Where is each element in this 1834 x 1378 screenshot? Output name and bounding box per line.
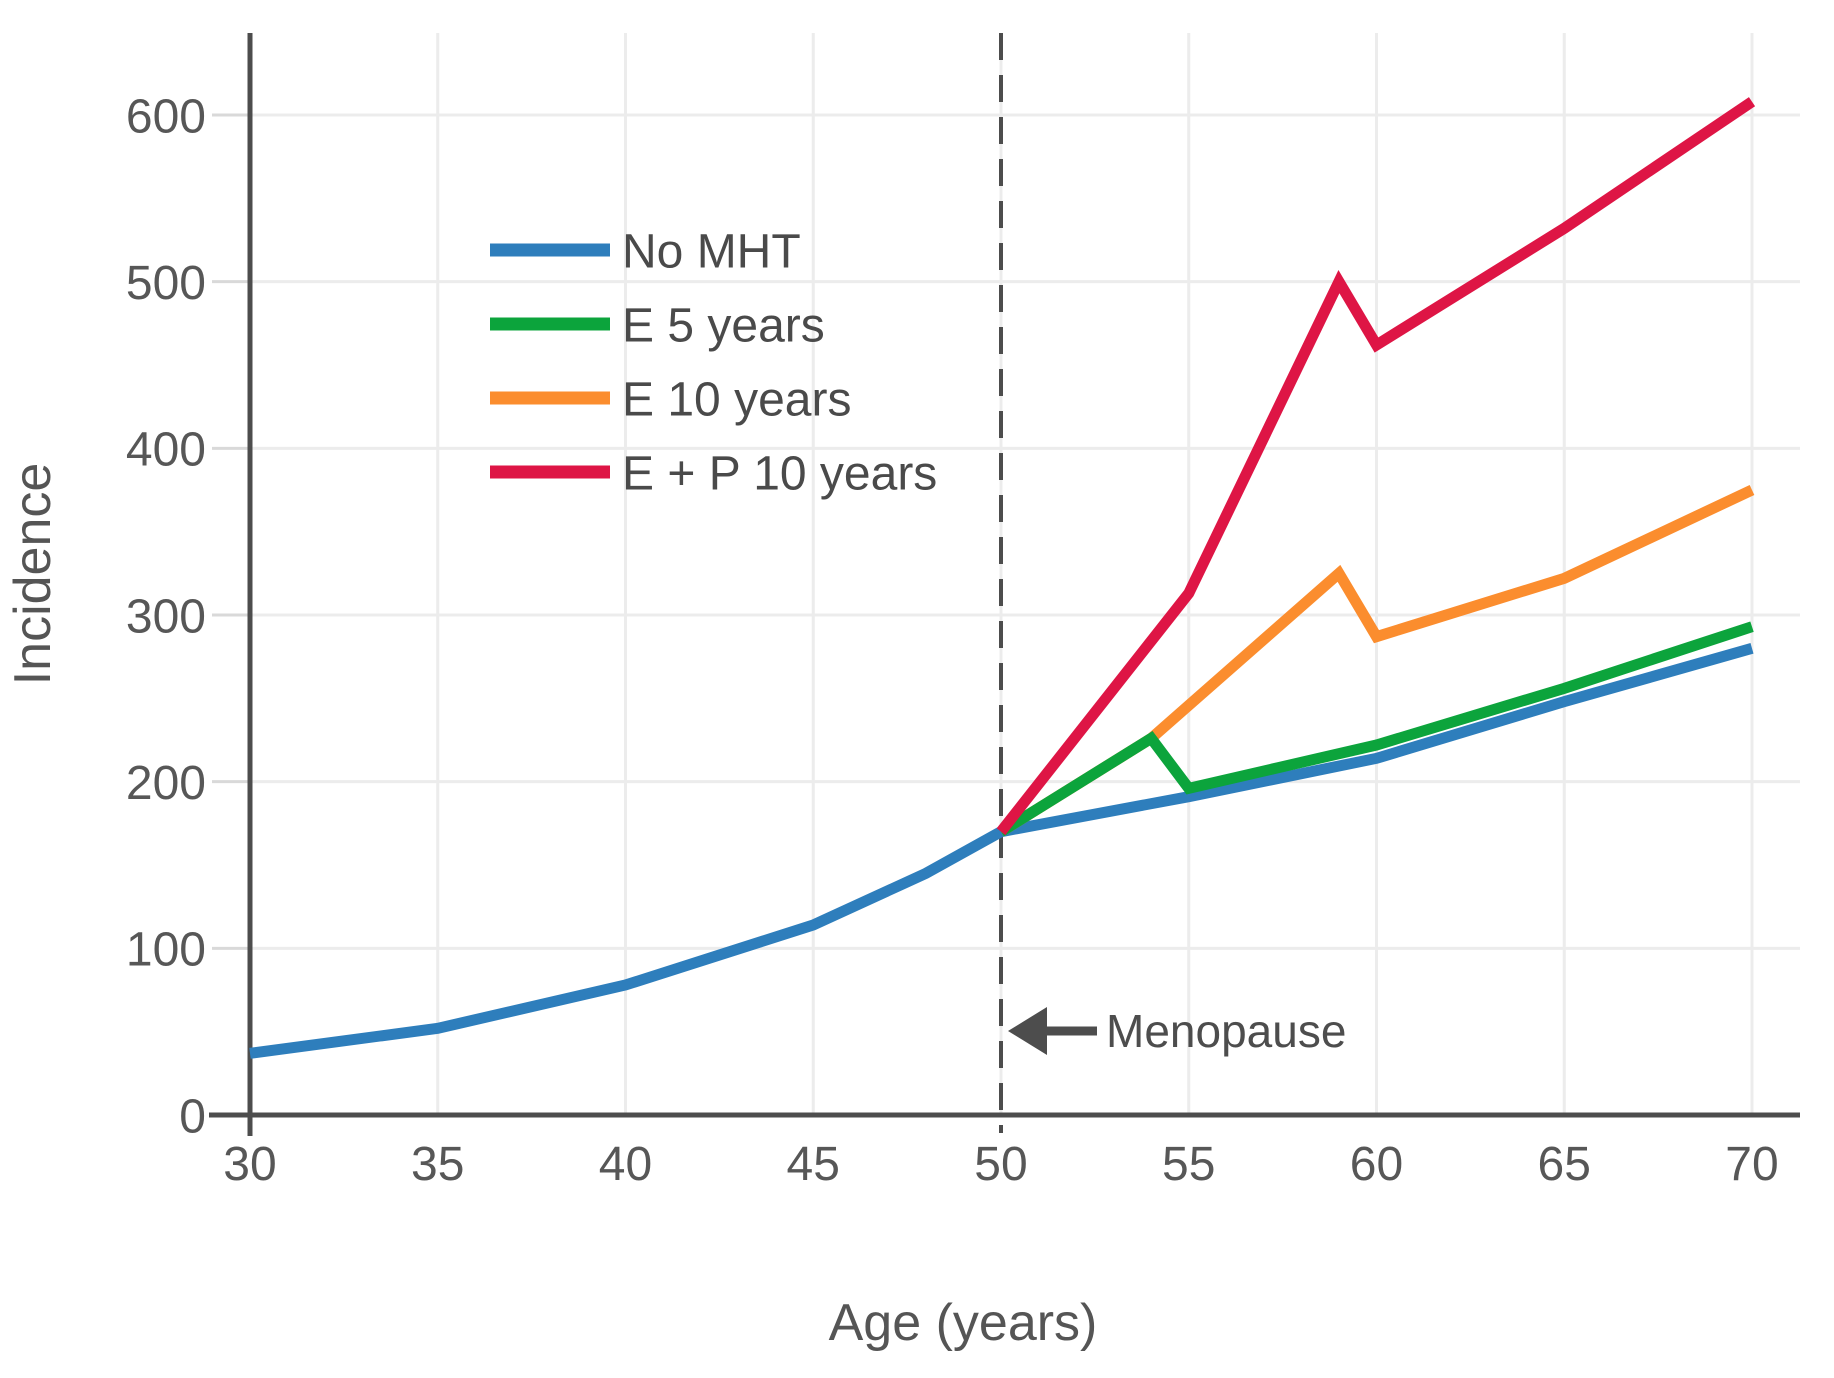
- y-tick-label: 200: [126, 757, 206, 810]
- x-tick-label: 70: [1725, 1138, 1778, 1191]
- x-tick-label: 40: [599, 1138, 652, 1191]
- gridlines: [250, 33, 1800, 1115]
- legend: No MHT E 5 years E 10 years E + P 10 years: [490, 225, 937, 500]
- x-tick-label: 65: [1538, 1138, 1591, 1191]
- legend-label-4: E + P 10 years: [622, 447, 937, 500]
- series-line-e-5-years: [998, 621, 1754, 837]
- x-tick-label: 50: [974, 1138, 1027, 1191]
- y-axis-title: Incidence: [4, 463, 62, 686]
- x-tick-label: 30: [223, 1138, 276, 1191]
- y-tick-label: 100: [126, 924, 206, 977]
- legend-label-1: No MHT: [622, 225, 801, 278]
- y-tick-labels: 0 100 200 300 400 500 600: [126, 90, 206, 1143]
- y-tick-label: 500: [126, 257, 206, 310]
- x-tick-labels: 30 35 40 45 50 55 60 65 70: [223, 1138, 1778, 1191]
- series-lines: [249, 97, 1756, 1059]
- y-tick-marks: [212, 113, 248, 950]
- legend-label-3: E 10 years: [622, 373, 851, 426]
- x-tick-label: 60: [1350, 1138, 1403, 1191]
- y-tick-label: 400: [126, 424, 206, 477]
- legend-label-2: E 5 years: [622, 299, 825, 352]
- menopause-label: Menopause: [1106, 1005, 1346, 1057]
- x-axis-title: Age (years): [829, 1294, 1098, 1352]
- x-tick-label: 45: [787, 1138, 840, 1191]
- x-tick-label: 55: [1162, 1138, 1215, 1191]
- y-tick-label: 300: [126, 590, 206, 643]
- series-line-e-p-10-years: [996, 97, 1756, 836]
- y-tick-label: 0: [179, 1090, 206, 1143]
- y-tick-label: 600: [126, 90, 206, 143]
- menopause-annotation: Menopause: [1008, 1005, 1346, 1057]
- left-arrow-icon: [1008, 1007, 1047, 1055]
- series-line-no-mht: [249, 643, 1754, 1059]
- x-tick-label: 35: [411, 1138, 464, 1191]
